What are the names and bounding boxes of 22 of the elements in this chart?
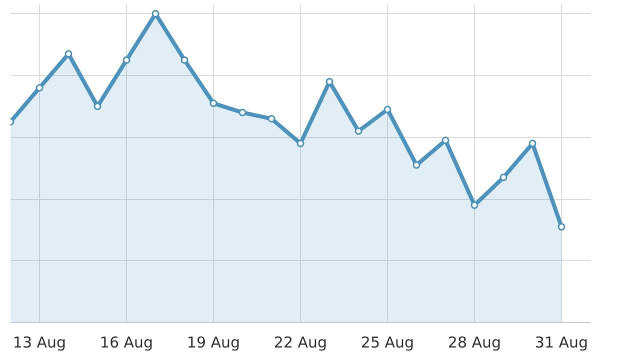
point <box>412 161 420 169</box>
point <box>384 106 392 114</box>
point <box>210 100 218 108</box>
x-tick-label: 31 Aug <box>534 334 588 352</box>
point <box>36 84 44 92</box>
point <box>268 114 276 122</box>
point <box>442 136 450 144</box>
x-tick-label: 28 Aug <box>448 334 502 352</box>
x-tick-label: 22 Aug <box>274 334 328 352</box>
point <box>500 174 508 182</box>
x-tick-label: 16 Aug <box>100 334 154 352</box>
point <box>558 223 566 231</box>
point <box>180 56 188 64</box>
x-tick-label: 13 Aug <box>12 334 66 352</box>
x-tick-label: 25 Aug <box>360 334 414 352</box>
point <box>354 127 362 135</box>
point <box>296 140 304 148</box>
point <box>122 56 130 64</box>
x-tick-label: 19 Aug <box>186 334 240 352</box>
point <box>64 50 72 58</box>
point <box>238 108 246 116</box>
point <box>470 201 478 209</box>
